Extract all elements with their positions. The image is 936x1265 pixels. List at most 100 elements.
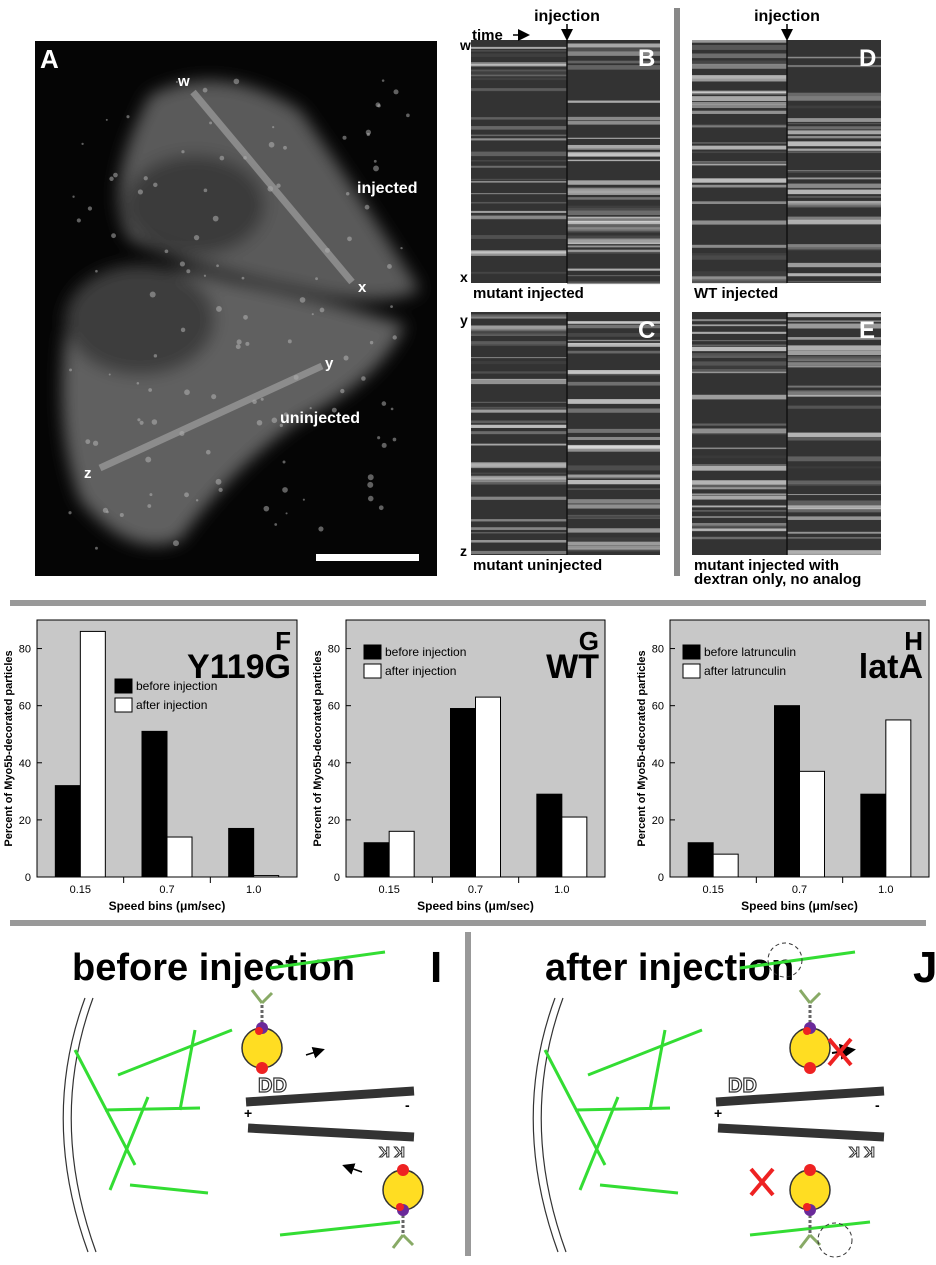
particle [215, 478, 222, 485]
chart-title: latA [859, 648, 923, 686]
particle [283, 412, 289, 417]
particle [367, 481, 374, 488]
polarity: - [875, 1097, 880, 1113]
particle [180, 327, 186, 333]
streak [471, 235, 567, 239]
particle [381, 401, 387, 406]
streak [567, 205, 660, 211]
streak [567, 144, 660, 150]
streak [787, 177, 881, 180]
x-tick-label: 0.15 [702, 884, 723, 896]
actin [117, 1028, 233, 1077]
streak [471, 134, 567, 137]
particle [274, 523, 278, 526]
streak [471, 271, 567, 273]
streak [471, 88, 567, 91]
streak [787, 203, 881, 208]
streak [787, 56, 881, 59]
actin [739, 950, 856, 970]
panel-letter: D [859, 45, 876, 72]
actin [543, 1049, 607, 1166]
streak [787, 141, 881, 147]
streak [471, 519, 567, 522]
legend-swatch [682, 663, 701, 679]
particle [378, 505, 384, 511]
divider [674, 8, 680, 576]
particle [85, 439, 91, 445]
line-end-label: x [358, 279, 367, 296]
streak [471, 532, 567, 534]
streak [787, 126, 881, 130]
motor-dot [803, 1027, 811, 1035]
streak [471, 409, 567, 413]
streak [567, 545, 660, 550]
x-tick-label: 1.0 [554, 884, 569, 896]
actin [574, 1106, 671, 1112]
streak [787, 273, 881, 277]
streak [471, 472, 567, 475]
particle [87, 206, 93, 211]
particle [311, 313, 314, 316]
streak [567, 100, 660, 103]
streak [567, 268, 660, 271]
streak [471, 250, 567, 254]
diagram-title: before injection [72, 947, 355, 989]
particle [375, 102, 381, 108]
line-end-label: y [325, 355, 334, 372]
streak [471, 70, 567, 75]
streak [787, 96, 881, 101]
panel-letter: A [40, 44, 59, 74]
streak [567, 324, 660, 329]
streak [787, 219, 881, 225]
particle [211, 394, 217, 400]
bar [228, 827, 255, 878]
streak [471, 379, 567, 385]
direction-arrow [305, 1046, 325, 1059]
streak [567, 339, 660, 342]
streak [787, 509, 881, 512]
streak [787, 135, 881, 139]
detached-head [767, 942, 803, 978]
streak [567, 220, 660, 225]
bar [774, 705, 800, 878]
streak [567, 408, 660, 413]
streak [692, 253, 787, 257]
streak [471, 193, 567, 195]
particle [361, 376, 366, 381]
particle [345, 191, 350, 196]
head [250, 989, 264, 1004]
streak [692, 96, 787, 102]
y-tick-label: 60 [328, 701, 340, 713]
particle [260, 397, 264, 401]
streak [471, 344, 567, 347]
actin [749, 1220, 871, 1237]
actin [73, 1049, 137, 1166]
streak [787, 432, 881, 437]
bar [885, 719, 912, 878]
particle [95, 269, 98, 273]
y-tick-label: 0 [658, 872, 664, 884]
streak [471, 328, 567, 332]
streak [787, 122, 881, 125]
microtubule [715, 1086, 885, 1107]
legend-swatch [682, 644, 701, 660]
bar [561, 816, 588, 878]
bar [536, 793, 563, 878]
streak [567, 187, 660, 192]
streak [692, 178, 787, 183]
streak [471, 272, 567, 275]
particle [72, 195, 75, 198]
motor-dot [803, 1203, 811, 1211]
streak [471, 341, 567, 345]
streak [567, 191, 660, 195]
bar [54, 785, 81, 878]
y-axis-label: Percent of Myo5b-decorated particles [312, 650, 324, 846]
streak [787, 189, 881, 195]
streak [471, 463, 567, 469]
caption: mutant injected [473, 285, 584, 302]
particle [179, 261, 185, 267]
particle [212, 215, 219, 222]
legend-swatch [363, 663, 382, 679]
particle [331, 407, 337, 413]
particle [373, 165, 379, 172]
